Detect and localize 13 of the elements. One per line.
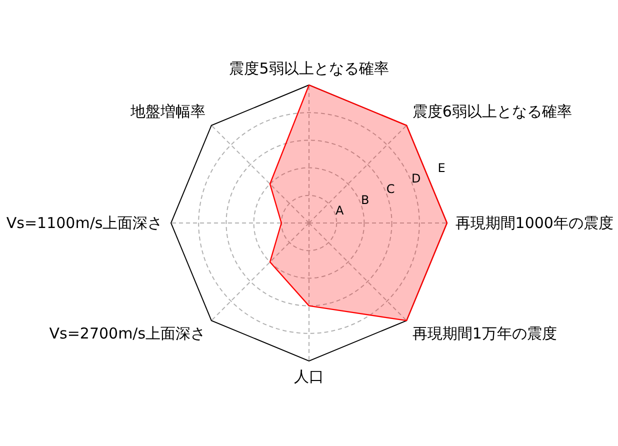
spoke-label: 人口 — [294, 367, 324, 386]
spoke-label: Vs=1100m/s上面深さ — [6, 214, 163, 232]
spoke-label: Vs=2700m/s上面深さ — [49, 324, 206, 342]
y-tick-label: B — [360, 192, 370, 207]
y-tick-label: C — [386, 182, 395, 196]
y-tick-label: A — [335, 203, 344, 218]
spoke-label: 震度5弱以上となる確率 — [229, 60, 389, 78]
y-tick-label: E — [438, 161, 446, 176]
spoke-label: 地盤増幅率 — [130, 102, 206, 121]
spoke-label: 再現期間1万年の震度 — [412, 324, 557, 342]
spoke-label: 再現期間1000年の震度 — [455, 214, 614, 232]
y-tick-label: D — [411, 172, 421, 186]
spoke-label: 震度6弱以上となる確率 — [412, 102, 572, 121]
